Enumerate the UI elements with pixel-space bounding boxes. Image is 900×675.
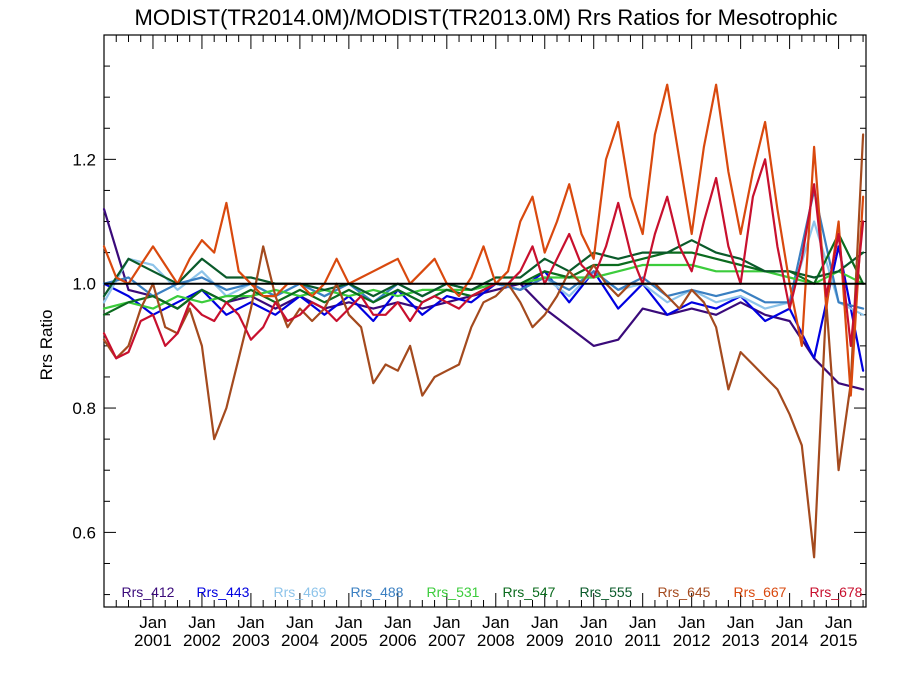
legend-entry-rrs-531: Rrs_531 [427, 584, 480, 600]
x-tick-label-year: 2002 [183, 631, 221, 650]
x-tick-label-month: Jan [825, 613, 852, 632]
x-tick-label-year: 2003 [232, 631, 270, 650]
x-tick-label-month: Jan [580, 613, 607, 632]
x-tick-label-month: Jan [678, 613, 705, 632]
x-tick-label-month: Jan [237, 613, 264, 632]
x-tick-label-month: Jan [139, 613, 166, 632]
x-tick-label-month: Jan [727, 613, 754, 632]
legend-entry-rrs-547: Rrs_547 [503, 584, 556, 600]
x-tick-label-year: 2005 [330, 631, 368, 650]
legend-entry-rrs-443: Rrs_443 [197, 584, 250, 600]
x-tick-label-year: 2006 [379, 631, 417, 650]
x-tick-label-year: 2014 [771, 631, 809, 650]
legend-entry-rrs-469: Rrs_469 [274, 584, 327, 600]
axis-ticks: 0.60.81.01.2Jan2001Jan2002Jan2003Jan2004… [72, 35, 866, 650]
x-tick-label-month: Jan [482, 613, 509, 632]
series-line-rrs-667 [102, 83, 865, 397]
x-tick-label-month: Jan [433, 613, 460, 632]
x-tick-label-year: 2012 [673, 631, 711, 650]
x-tick-label-month: Jan [335, 613, 362, 632]
x-tick-label-month: Jan [776, 613, 803, 632]
legend-entry-rrs-667: Rrs_667 [734, 584, 787, 600]
legend-entry-rrs-678: Rrs_678 [810, 584, 863, 600]
x-tick-label-year: 2010 [575, 631, 613, 650]
x-tick-label-year: 2008 [477, 631, 515, 650]
legend-entry-rrs-555: Rrs_555 [580, 584, 633, 600]
y-tick-label: 0.8 [72, 399, 96, 418]
x-tick-label-month: Jan [629, 613, 656, 632]
legend-entry-rrs-645: Rrs_645 [658, 584, 711, 600]
x-tick-label-year: 2011 [624, 631, 661, 650]
legend-entry-rrs-488: Rrs_488 [351, 584, 404, 600]
y-tick-label: 1.0 [72, 275, 96, 294]
x-tick-label-month: Jan [531, 613, 558, 632]
series-layer [102, 83, 866, 559]
series-line-rrs-443 [102, 245, 865, 372]
x-tick-label-year: 2004 [281, 631, 319, 650]
chart-title: MODIST(TR2014.0M)/MODIST(TR2013.0M) Rrs … [135, 5, 838, 30]
y-tick-label: 1.2 [72, 150, 96, 169]
x-tick-label-year: 2015 [820, 631, 858, 650]
legend: Rrs_412 Rrs_443 Rrs_469 Rrs_488 Rrs_531 Rrs_5… [122, 584, 863, 600]
plot-frame [103, 34, 867, 608]
x-tick-label-month: Jan [188, 613, 215, 632]
y-tick-label: 0.6 [72, 523, 96, 542]
x-tick-label-month: Jan [384, 613, 411, 632]
x-tick-label-year: 2001 [134, 631, 172, 650]
series-line-rrs-645 [102, 133, 865, 559]
y-axis-label: Rrs Ratio [37, 310, 56, 381]
x-tick-label-year: 2007 [428, 631, 466, 650]
x-tick-label-year: 2013 [722, 631, 760, 650]
legend-entry-rrs-412: Rrs_412 [122, 584, 175, 600]
x-tick-label-year: 2009 [526, 631, 564, 650]
x-tick-label-month: Jan [286, 613, 313, 632]
series-line-rrs-678 [102, 158, 865, 360]
